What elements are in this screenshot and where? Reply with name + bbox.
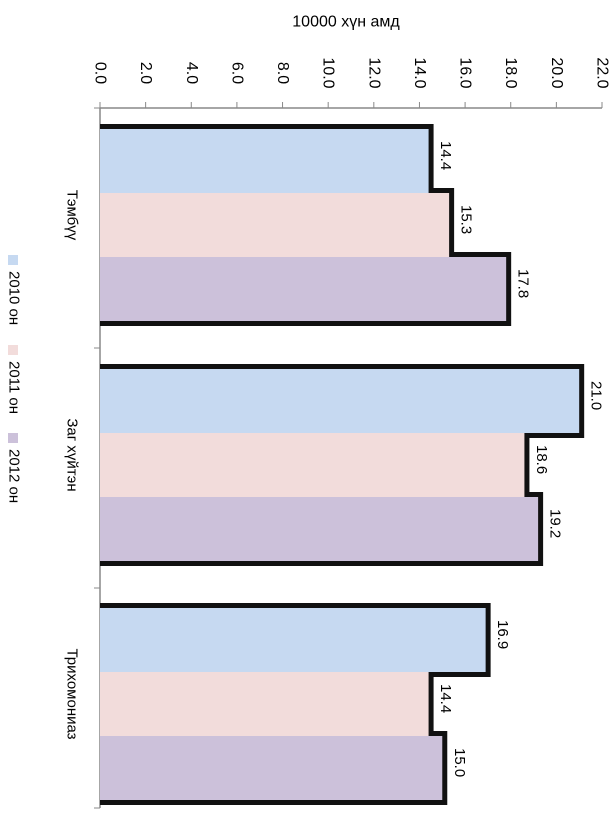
value-tick-label: 0.0 (92, 62, 109, 84)
legend-label: 2010 он (6, 271, 23, 325)
legend-swatch (8, 433, 18, 443)
data-label: 16.9 (494, 620, 511, 649)
bar (100, 736, 443, 800)
data-label: 19.2 (547, 509, 564, 538)
legend-swatch (8, 345, 18, 355)
category-label: Заг хүйтэн (64, 418, 81, 491)
bar (100, 672, 429, 736)
bar-group: 16.9 14.4 15.0 Трихомониаз (64, 603, 511, 805)
bar-group: 21.0 18.6 19.2 Заг хүйтэн (64, 364, 605, 566)
bar (100, 257, 507, 321)
value-tick-label: 6.0 (228, 62, 245, 84)
bar (100, 433, 525, 497)
data-label: 15.3 (458, 205, 475, 234)
data-label: 18.6 (533, 445, 550, 474)
bar-group: 14.4 15.3 17.8 Тэмбүү (64, 124, 532, 326)
value-tick-label: 12.0 (365, 57, 382, 88)
bar (100, 193, 450, 257)
value-tick-label: 22.0 (594, 57, 611, 88)
value-tick-label: 20.0 (548, 57, 565, 88)
data-label: 14.4 (437, 141, 454, 170)
value-tick-label: 18.0 (502, 57, 519, 88)
value-tick-label: 10.0 (320, 57, 337, 88)
category-label: Трихомониаз (64, 648, 81, 739)
data-label: 21.0 (588, 381, 605, 410)
value-axis-title: 10000 хүн амд (292, 14, 400, 31)
value-tick-label: 2.0 (137, 62, 154, 84)
value-tick-label: 14.0 (411, 57, 428, 88)
bar (100, 129, 429, 193)
value-tick-label: 8.0 (274, 62, 291, 84)
legend-label: 2012 он (6, 449, 23, 503)
value-tick-label: 16.0 (457, 57, 474, 88)
bar (100, 497, 539, 561)
bar (100, 608, 486, 672)
legend: 2010 он 2011 он 2012 он (6, 255, 23, 503)
data-label: 14.4 (437, 684, 454, 713)
bar (100, 369, 580, 433)
legend-swatch (8, 255, 18, 265)
category-label: Тэмбүү (64, 190, 81, 241)
data-label: 17.8 (515, 269, 532, 298)
value-tick-label: 4.0 (183, 62, 200, 84)
data-label: 15.0 (451, 748, 468, 777)
legend-label: 2011 он (6, 361, 23, 414)
